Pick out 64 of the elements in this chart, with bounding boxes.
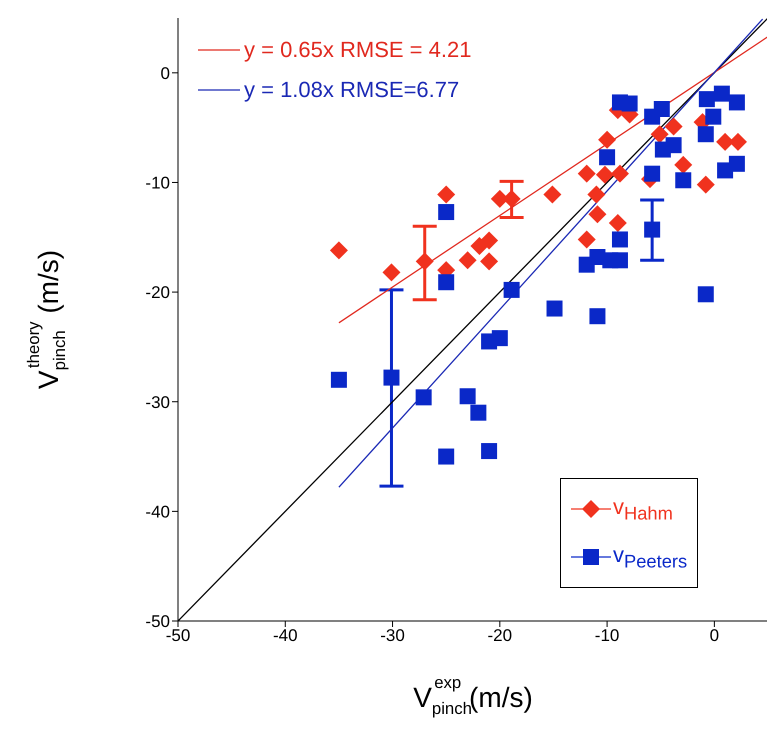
point [644,166,660,182]
point [383,370,400,386]
point [622,96,638,112]
point [330,372,347,388]
point [480,252,498,270]
point [608,214,627,232]
point [696,176,715,194]
point [698,126,714,142]
point [714,86,730,102]
point [644,222,660,238]
point [546,300,563,317]
point [596,166,614,184]
point [698,286,714,302]
point [438,204,454,220]
point [698,91,715,108]
y-tick-label: -10 [145,173,170,192]
x-tick-label: 0 [710,626,720,646]
y-tick-label: -30 [145,392,170,412]
point [480,232,498,250]
point [728,94,745,110]
x-tick-label: -20 [488,626,512,646]
legend-label: v$_{Peeters}$ [613,542,688,572]
point [416,252,434,270]
point [598,130,616,149]
point [460,388,476,404]
point [674,156,692,174]
point [504,282,520,298]
point [666,137,682,154]
point [612,252,628,268]
point [416,389,432,406]
point [438,448,454,465]
point [492,330,508,346]
point [382,263,400,282]
point [588,205,606,224]
point [675,172,692,188]
point [612,231,628,248]
x-axis-title: V$_{pinch}$$^{exp}$ (m/s) [413,673,533,718]
point [470,404,486,421]
point [650,125,669,144]
y-tick-label: -40 [145,502,170,522]
point [438,274,454,290]
x-tick-label: -10 [594,626,620,646]
point [728,156,745,172]
point [543,186,562,204]
point [587,186,606,204]
point [664,118,683,136]
point [578,230,596,248]
x-tick-label: -40 [272,626,298,646]
legend-label: y = 0.65x RMSE = 4.21 [244,36,472,64]
point [481,443,498,460]
point [330,241,348,260]
point [705,108,722,125]
point [610,164,629,183]
y-tick-label: 0 [160,64,170,83]
x-tick-label: -30 [380,626,405,646]
legend-label: y = 1.08x RMSE=6.77 [244,76,460,104]
point [458,251,477,270]
point [578,164,596,183]
legend-label: v$_{Hahm}$ [613,494,673,524]
point [654,101,670,117]
point [599,149,616,166]
point [589,308,606,324]
y-tick-label: -20 [145,283,170,302]
point [437,186,456,204]
